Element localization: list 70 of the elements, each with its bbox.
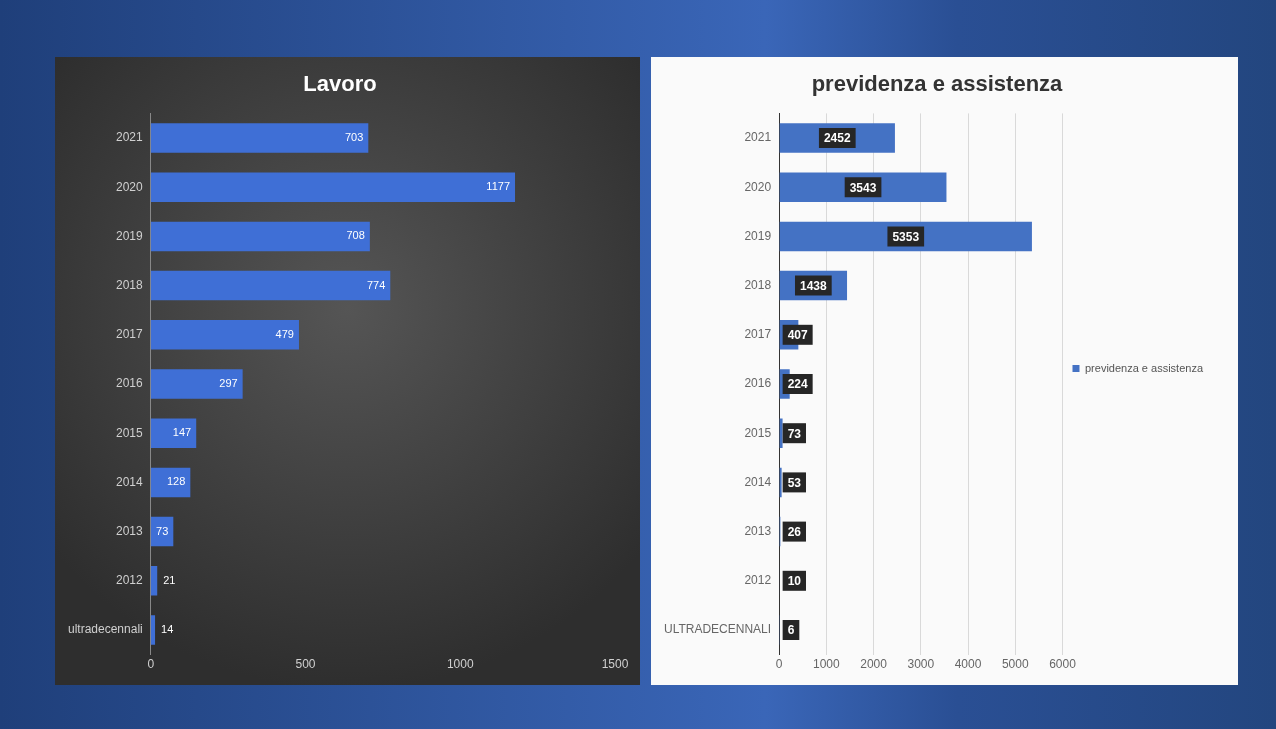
data-label: 2452 <box>823 131 851 146</box>
y-tick-label: 2015 <box>744 425 772 440</box>
data-label: 53 <box>787 475 802 490</box>
x-tick-label: 0 <box>147 657 155 672</box>
bar <box>150 615 156 645</box>
bar <box>150 221 370 252</box>
y-tick-label: 2014 <box>744 474 772 489</box>
data-label: 10 <box>787 574 802 589</box>
x-tick-label: 4000 <box>954 657 982 672</box>
x-tick-label: 1500 <box>601 657 629 672</box>
bar <box>150 270 391 301</box>
data-label: 147 <box>172 426 192 439</box>
y-tick-label: 2016 <box>744 376 772 391</box>
x-tick-label: 0 <box>775 657 783 672</box>
y-tick-label: 2015 <box>116 425 144 440</box>
legend-label: previdenza e assistenza <box>1084 361 1204 374</box>
data-label: 3543 <box>849 180 877 195</box>
x-tick-label: 500 <box>295 657 316 672</box>
data-label: 479 <box>275 327 294 340</box>
y-tick-label: 2012 <box>744 573 772 588</box>
x-tick-label: 1000 <box>813 657 841 672</box>
data-label: 1177 <box>486 180 511 193</box>
y-tick-label: 2020 <box>744 179 772 194</box>
y-tick-label: 2017 <box>744 327 772 342</box>
y-tick-label: 2021 <box>744 130 772 145</box>
y-tick-label: 2016 <box>116 376 144 391</box>
bar <box>779 467 782 498</box>
y-tick-label: 2012 <box>116 573 144 588</box>
bar <box>150 320 299 350</box>
data-label: 407 <box>787 328 808 343</box>
y-tick-label: 2021 <box>116 130 144 145</box>
data-label: 128 <box>166 475 186 488</box>
data-label: 73 <box>787 426 802 441</box>
bar <box>150 123 369 153</box>
bar <box>779 418 783 448</box>
data-label: 14 <box>161 623 174 636</box>
data-label: 6 <box>787 623 795 638</box>
y-tick-label: 2018 <box>744 277 772 292</box>
data-label: 224 <box>787 377 808 392</box>
y-tick-label: 2020 <box>116 179 144 194</box>
x-tick-label: 3000 <box>907 657 935 672</box>
y-tick-label: 2019 <box>116 228 144 243</box>
data-label: 708 <box>346 229 365 242</box>
chart-title: Lavoro <box>303 71 377 97</box>
y-tick-label: 2019 <box>744 228 772 243</box>
y-tick-label: ultradecennali <box>68 622 143 637</box>
chart-title: previdenza e assistenza <box>811 71 1064 97</box>
x-tick-label: 5000 <box>1001 657 1029 672</box>
y-tick-label: 2018 <box>116 277 144 292</box>
y-tick-label: 2013 <box>116 523 144 538</box>
data-label: 21 <box>163 573 176 586</box>
data-label: 26 <box>787 524 802 539</box>
x-tick-label: 6000 <box>1049 657 1077 672</box>
data-label: 297 <box>219 377 238 390</box>
bar <box>150 418 197 448</box>
y-tick-label: 2013 <box>744 523 772 538</box>
data-label: 73 <box>156 524 169 537</box>
y-tick-label: 2017 <box>116 327 144 342</box>
x-tick-label: 2000 <box>860 657 888 672</box>
data-label: 774 <box>366 278 386 291</box>
x-tick-label: 1000 <box>446 657 474 672</box>
data-label: 1438 <box>799 278 828 293</box>
y-tick-label: 2014 <box>116 474 144 489</box>
bar <box>779 221 1032 252</box>
data-label: 703 <box>344 131 364 144</box>
y-tick-label: ULTRADECENNALI <box>663 622 772 637</box>
bar <box>150 369 243 399</box>
bar <box>150 172 516 202</box>
bar <box>150 566 158 596</box>
data-label: 5353 <box>892 229 920 244</box>
